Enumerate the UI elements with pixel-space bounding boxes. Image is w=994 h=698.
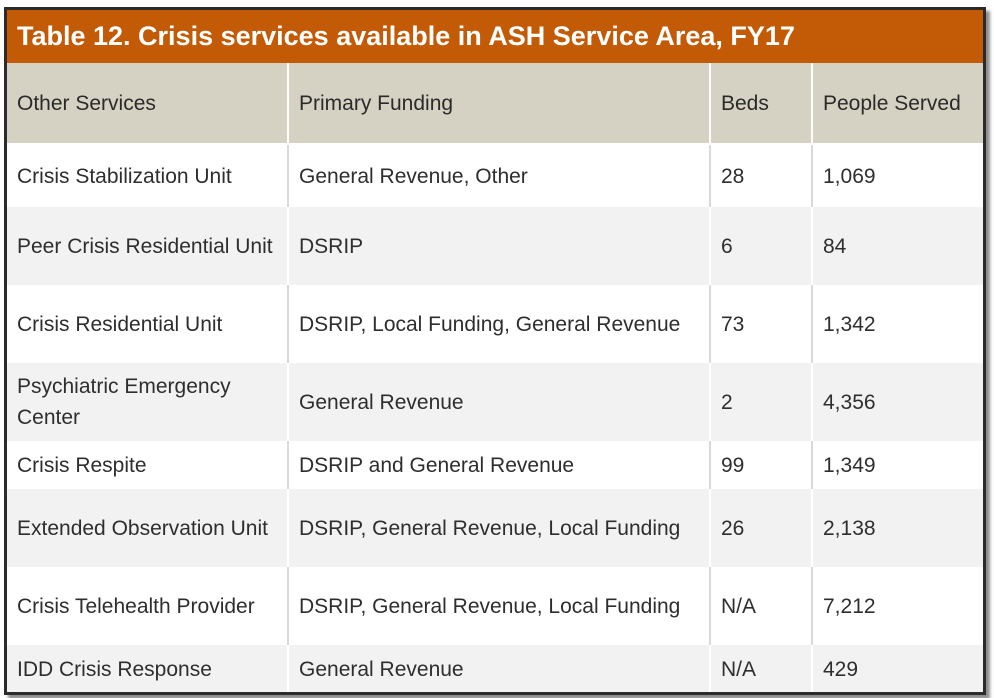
table-row: IDD Crisis Response General Revenue N/A … [7,645,983,692]
column-header-people-served: People Served [812,63,983,145]
served-cell: 84 [812,207,983,285]
table-frame: Table 12. Crisis services available in A… [4,7,986,695]
column-header-primary-funding: Primary Funding [288,63,711,145]
table-row: Psychiatric Emergency Center General Rev… [7,363,983,441]
crisis-services-table: Other Services Primary Funding Beds Peop… [7,63,983,692]
funding-cell: General Revenue [288,363,711,441]
beds-cell: 6 [710,207,813,285]
header-row: Other Services Primary Funding Beds Peop… [7,63,983,145]
service-cell: Crisis Residential Unit [7,285,289,363]
beds-cell: 2 [710,363,813,441]
column-header-beds: Beds [710,63,813,145]
funding-cell: DSRIP, General Revenue, Local Funding [288,567,711,645]
service-cell: Extended Observation Unit [7,489,289,567]
service-cell: Peer Crisis Residential Unit [7,207,289,285]
service-cell: Crisis Respite [7,441,289,489]
served-cell: 429 [812,645,983,692]
funding-cell: DSRIP [288,207,711,285]
funding-cell: General Revenue [288,645,711,692]
table-row: Crisis Stabilization Unit General Revenu… [7,144,983,207]
funding-cell: DSRIP and General Revenue [288,441,711,489]
beds-cell: N/A [710,645,813,692]
served-cell: 1,349 [812,441,983,489]
table-row: Crisis Telehealth Provider DSRIP, Genera… [7,567,983,645]
beds-cell: 26 [710,489,813,567]
beds-cell: 99 [710,441,813,489]
funding-cell: DSRIP, Local Funding, General Revenue [288,285,711,363]
table-row: Extended Observation Unit DSRIP, General… [7,489,983,567]
column-header-other-services: Other Services [7,63,289,145]
service-cell: IDD Crisis Response [7,645,289,692]
service-cell: Psychiatric Emergency Center [7,363,289,441]
served-cell: 1,069 [812,144,983,207]
table-row: Crisis Respite DSRIP and General Revenue… [7,441,983,489]
table-title: Table 12. Crisis services available in A… [7,10,983,63]
served-cell: 1,342 [812,285,983,363]
table-row: Crisis Residential Unit DSRIP, Local Fun… [7,285,983,363]
served-cell: 4,356 [812,363,983,441]
service-cell: Crisis Telehealth Provider [7,567,289,645]
beds-cell: N/A [710,567,813,645]
served-cell: 7,212 [812,567,983,645]
funding-cell: DSRIP, General Revenue, Local Funding [288,489,711,567]
funding-cell: General Revenue, Other [288,144,711,207]
beds-cell: 73 [710,285,813,363]
table-row: Peer Crisis Residential Unit DSRIP 6 84 [7,207,983,285]
beds-cell: 28 [710,144,813,207]
served-cell: 2,138 [812,489,983,567]
service-cell: Crisis Stabilization Unit [7,144,289,207]
